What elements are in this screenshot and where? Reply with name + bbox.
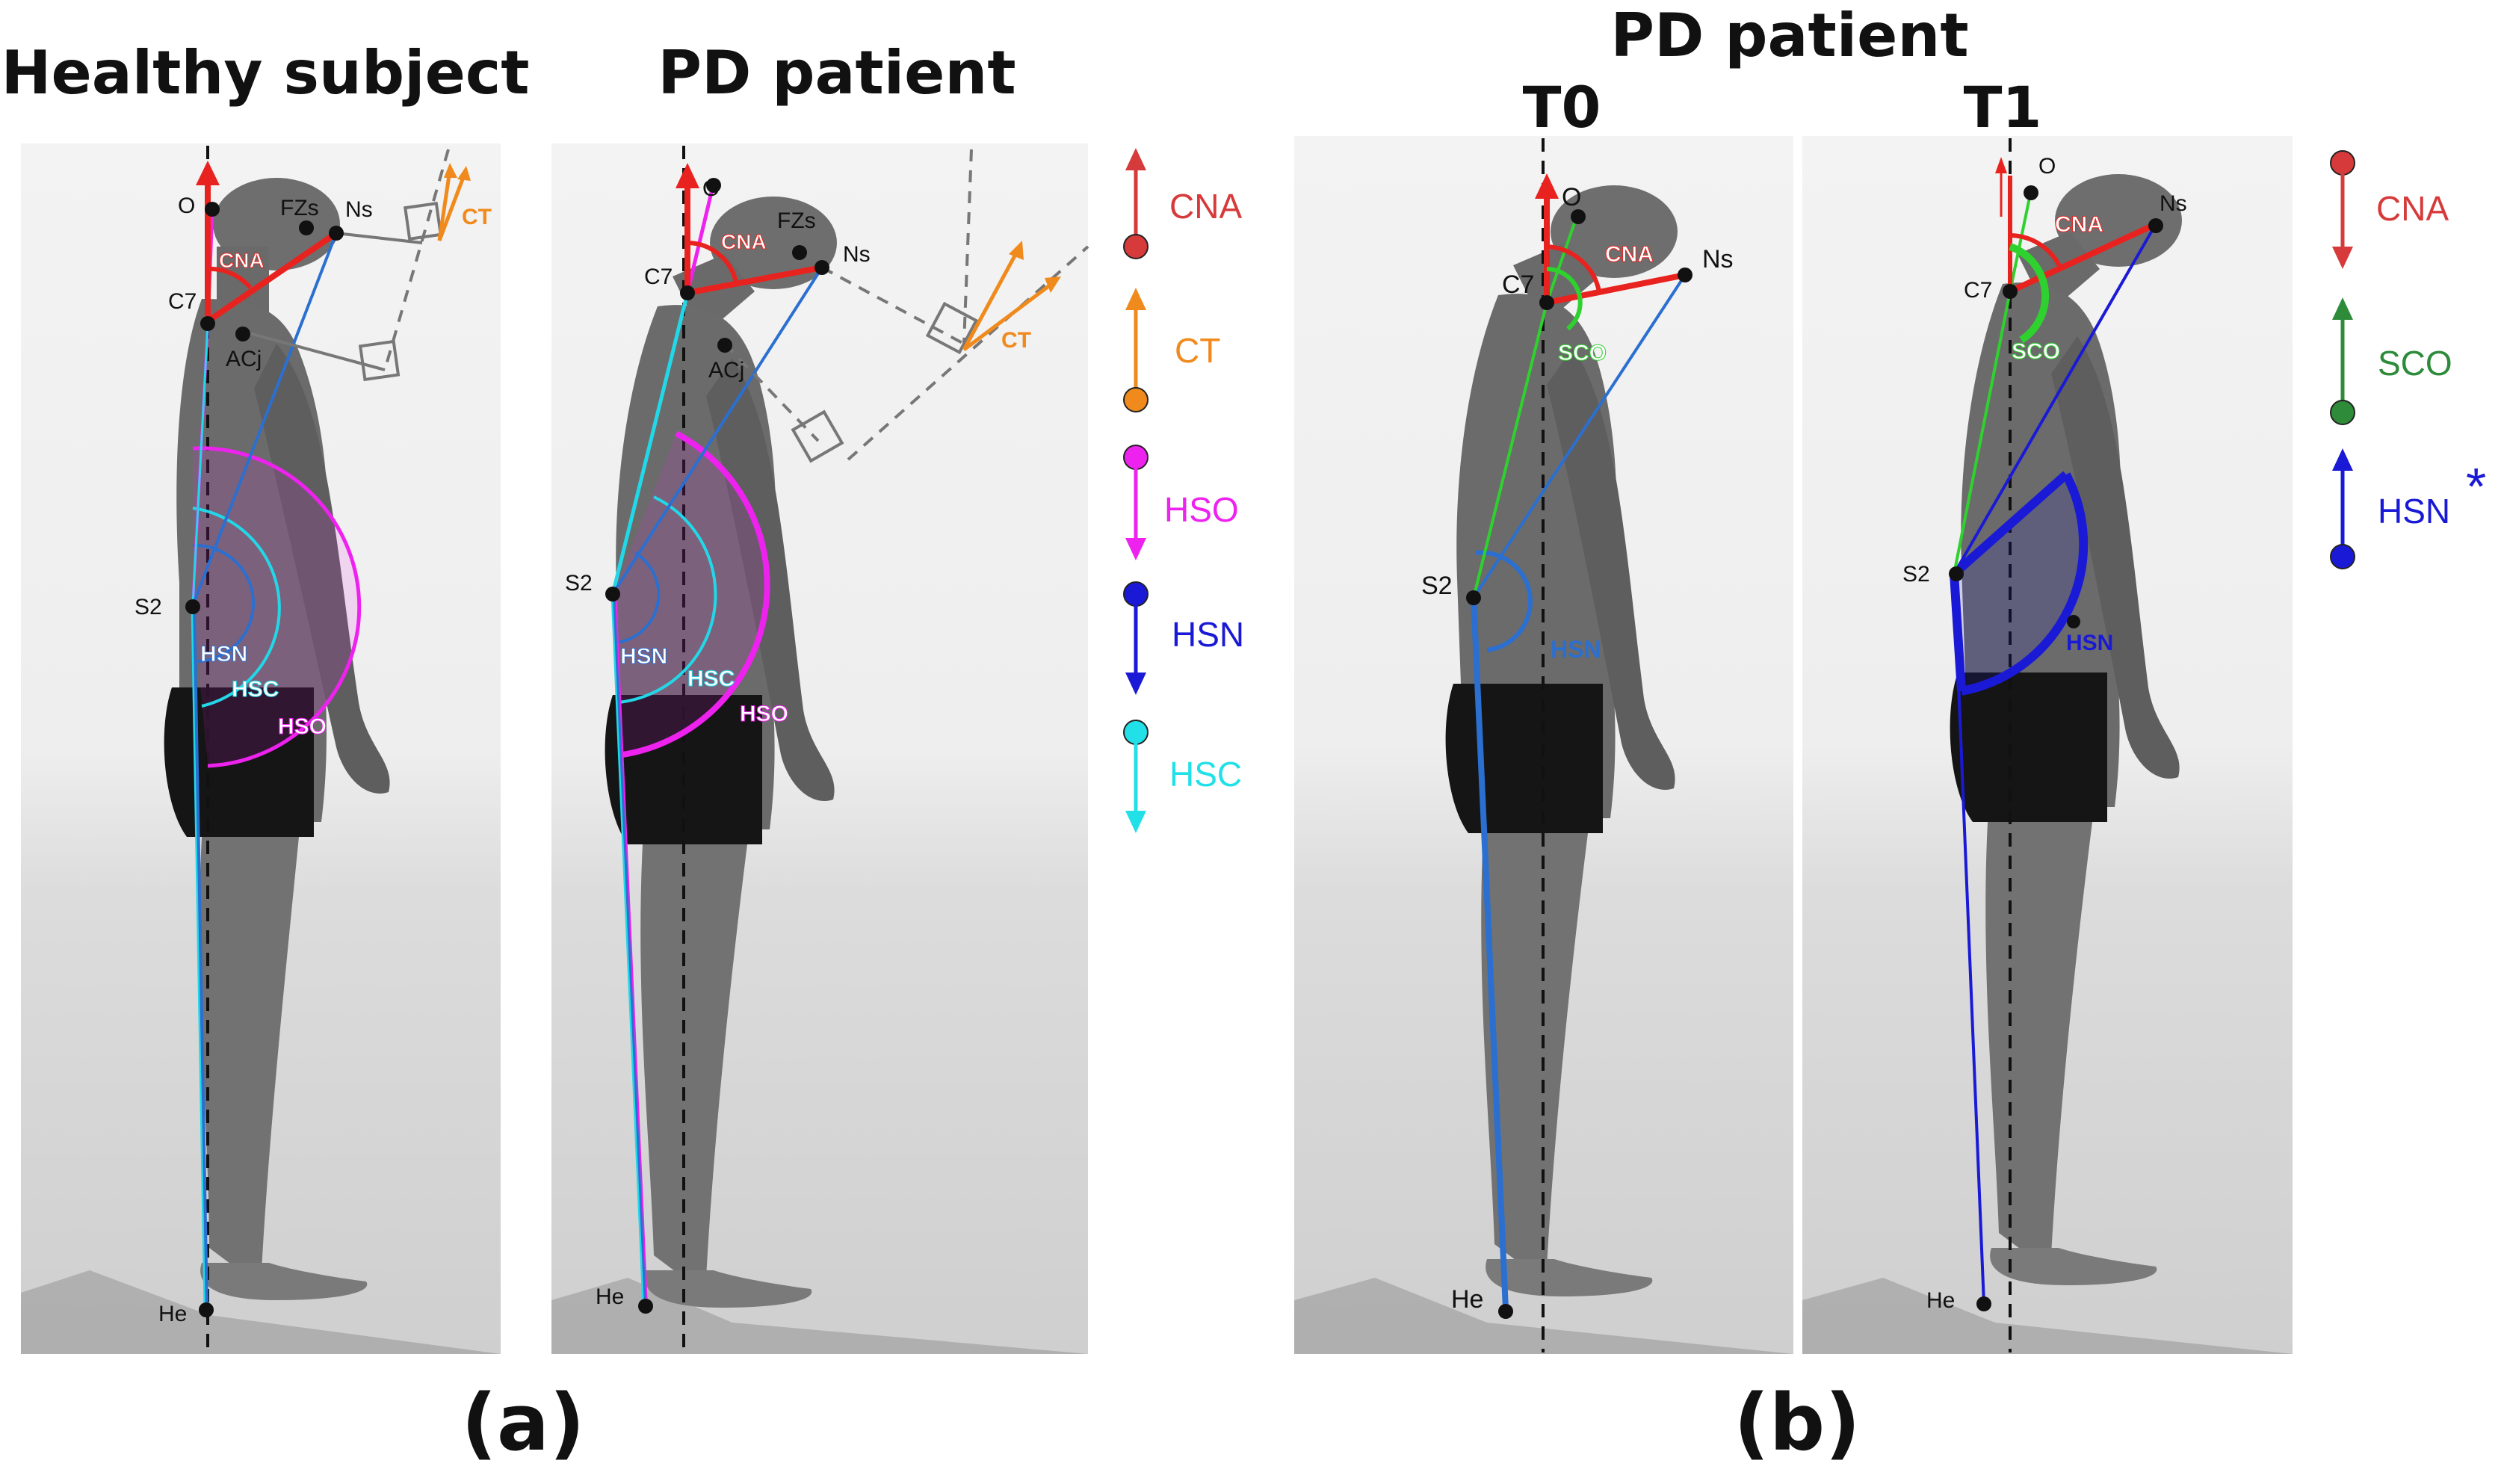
angle-label-sco-t0: SCO — [1558, 341, 1607, 365]
point-he-t0: He — [1451, 1285, 1483, 1314]
caption-b: (b) — [1734, 1377, 1861, 1468]
angle-label-ct-healthy: CT — [462, 205, 492, 229]
legend-label-cna-b: CNA — [2376, 189, 2449, 228]
angle-label-hsn-pd-a: HSN — [620, 644, 667, 669]
legend-item-hso-a: HSO — [1123, 445, 1239, 560]
point-c7-healthy: C7 — [168, 289, 197, 314]
point-o-healthy: O — [178, 194, 195, 218]
legend-label-hsn-a: HSN — [1172, 615, 1244, 654]
legend-a: CNA CT HSO HSN HSC — [1123, 148, 1244, 833]
legend-label-hso-a: HSO — [1164, 490, 1239, 529]
point-o-pd-a: O — [702, 176, 720, 201]
title-pd-b: PD patient — [1610, 1, 1968, 70]
point-s2-t0: S2 — [1421, 572, 1453, 600]
angle-label-cna-t0: CNA — [1605, 242, 1654, 267]
title-t0: T0 — [1523, 74, 1601, 140]
angle-label-sco-t1: SCO — [2012, 339, 2060, 364]
legend-item-hsc-a: HSC — [1123, 720, 1242, 833]
legend-item-hsn-b: HSN * — [2330, 448, 2486, 569]
point-fzs-pd-a: FZs — [777, 208, 816, 233]
panel-healthy: CNA CT O FZs Ns C7 ACj S2 He HSN HSC HSO — [21, 143, 501, 1354]
point-ns-pd-a: Ns — [843, 242, 871, 267]
legend-item-cna-a: CNA — [1123, 148, 1242, 259]
point-he-healthy: He — [158, 1302, 187, 1326]
caption-a: (a) — [461, 1377, 584, 1468]
legend-label-ct-a: CT — [1175, 331, 1220, 370]
angle-label-cna-healthy: CNA — [219, 249, 265, 272]
legend-b: CNA SCO HSN * — [2330, 150, 2486, 569]
legend-item-cna-b: CNA — [2330, 150, 2449, 269]
legend-label-cna-a: CNA — [1169, 187, 1242, 226]
angle-label-hso-healthy: HSO — [278, 714, 327, 739]
point-acj-healthy: ACj — [226, 347, 262, 371]
legend-label-hsc-a: HSC — [1169, 755, 1242, 794]
legend-label-sco-b: SCO — [2378, 344, 2452, 383]
landmark-points-pd-a — [605, 178, 829, 1314]
point-ns-t1: Ns — [2160, 191, 2187, 216]
point-acj-pd-a: ACj — [708, 358, 744, 383]
point-he-t1: He — [1926, 1288, 1955, 1313]
angle-label-hsc-healthy: HSC — [232, 677, 279, 702]
landmark-points-t1 — [1949, 185, 2163, 1311]
point-he-pd-a: He — [596, 1284, 624, 1309]
title-healthy: Healthy subject — [1, 38, 530, 108]
point-s2-healthy: S2 — [135, 595, 162, 619]
panel-t1: CNA SCO O Ns C7 S2 He HSN — [1802, 136, 2293, 1354]
point-o-t1: O — [2038, 154, 2056, 179]
angle-label-hsn-t1: HSN — [2066, 631, 2113, 655]
angle-label-hsn-t0: HSN — [1551, 636, 1601, 663]
point-c7-t0: C7 — [1502, 270, 1534, 299]
legend-item-ct-a: CT — [1123, 288, 1220, 412]
landmark-points-healthy — [185, 202, 344, 1317]
landmark-points-t0 — [1466, 209, 1692, 1319]
legend-item-hsn-a: HSN — [1123, 581, 1244, 695]
angle-label-cna-t1: CNA — [2055, 212, 2103, 237]
angle-label-hsn-healthy: HSN — [200, 642, 247, 667]
legend-label-hsn-b: HSN — [2378, 492, 2450, 531]
angle-label-hso-pd-a: HSO — [740, 702, 788, 726]
point-o-t0: O — [1562, 183, 1581, 211]
title-pd-a: PD patient — [658, 38, 1015, 108]
point-c7-t1: C7 — [1964, 278, 1992, 303]
point-fzs-healthy: FZs — [280, 196, 319, 220]
title-t1: T1 — [1964, 74, 2042, 140]
point-ns-t0: Ns — [1702, 245, 1734, 273]
panel-pd-a: CNA CT O FZs Ns C7 ACj S2 He HSN HSC — [551, 143, 1089, 1354]
legend-mark-hsn-b: * — [2466, 457, 2486, 516]
point-s2-t1: S2 — [1902, 562, 1930, 587]
point-s2-pd-a: S2 — [565, 571, 593, 596]
point-c7-pd-a: C7 — [644, 265, 673, 289]
legend-item-sco-b: SCO — [2330, 297, 2452, 425]
point-ns-healthy: Ns — [345, 197, 373, 222]
panel-t0: CNA SCO O Ns C7 S2 He HSN — [1294, 136, 1793, 1354]
angle-label-hsc-pd-a: HSC — [687, 667, 735, 691]
angle-label-ct-pd-a: CT — [1001, 328, 1031, 353]
angle-label-cna-pd-a: CNA — [721, 230, 767, 253]
